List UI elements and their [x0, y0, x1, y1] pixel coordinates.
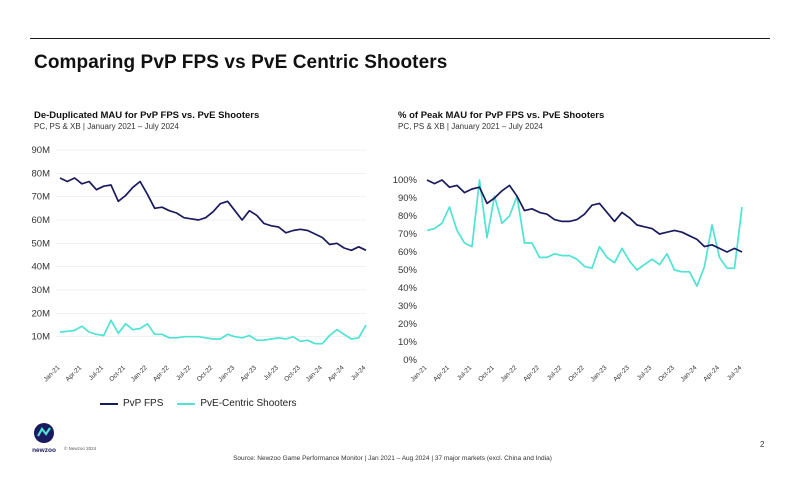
legend-item-pvp: PvP FPS	[100, 398, 163, 409]
y-tick-label: 30%	[398, 301, 418, 312]
y-tick-label: 70M	[32, 192, 51, 203]
y-tick-label: 0%	[403, 355, 417, 366]
y-tick-label: 70%	[398, 229, 418, 240]
logo-wordmark: newzoo	[32, 447, 56, 454]
y-tick-label: 40M	[32, 262, 51, 273]
y-tick-label: 60M	[32, 215, 51, 226]
legend-label-pve: PvE-Centric Shooters	[200, 398, 297, 409]
legend-swatch-pve	[177, 402, 196, 405]
right-chart-subtitle: PC, PS & XB | January 2021 – July 2024	[398, 122, 543, 131]
y-tick-label: 50M	[32, 238, 51, 249]
page-title: Comparing PvP FPS vs PvE Centric Shooter…	[34, 52, 448, 73]
y-tick-label: 40%	[398, 283, 418, 294]
x-tick-label: Jan-21	[409, 364, 428, 383]
y-tick-label: 90%	[398, 193, 418, 204]
x-tick-label: Jul-23	[636, 364, 654, 382]
left-chart-title: De-Duplicated MAU for PvP FPS vs. PvE Sh…	[34, 110, 260, 121]
chart-legend: PvP FPS PvE-Centric Shooters	[100, 398, 297, 409]
x-tick-label: Oct-21	[477, 364, 496, 383]
legend-item-pve: PvE-Centric Shooters	[177, 398, 297, 409]
page-number: 2	[760, 440, 765, 449]
y-tick-label: 80M	[32, 168, 51, 179]
y-tick-label: 100%	[393, 175, 418, 186]
legend-swatch-pvp	[100, 402, 118, 405]
y-tick-label: 60%	[398, 247, 418, 258]
x-tick-label: Jan-24	[679, 364, 698, 383]
x-tick-label: Jul-21	[456, 364, 474, 382]
x-tick-label: Apr-21	[432, 364, 451, 383]
x-tick-label: Jan-22	[499, 364, 518, 383]
x-tick-label: Oct-22	[567, 364, 586, 383]
x-tick-label: Apr-23	[612, 364, 631, 383]
right-chart-title: % of Peak MAU for PvP FPS vs. PvE Shoote…	[398, 110, 605, 121]
series-line-pvp	[59, 177, 367, 252]
newzoo-logo: newzoo	[32, 423, 56, 454]
x-tick-label: Jan-23	[589, 364, 608, 383]
y-tick-label: 80%	[398, 211, 418, 222]
y-tick-label: 20%	[398, 319, 418, 330]
y-tick-label: 10%	[398, 337, 418, 348]
x-tick-label: Jul-22	[546, 364, 564, 382]
x-tick-label: Oct-23	[657, 364, 676, 383]
legend-label-pvp: PvP FPS	[123, 398, 164, 409]
y-tick-label: 10M	[32, 332, 51, 343]
y-tick-label: 30M	[32, 285, 51, 296]
top-rule	[30, 38, 770, 39]
copyright: © Newzoo 2024	[64, 446, 97, 451]
y-tick-label: 20M	[32, 308, 51, 319]
footer-source: Source: Newzoo Game Performance Monitor …	[233, 455, 552, 462]
y-tick-label: 50%	[398, 265, 418, 276]
x-tick-label: Jul-24	[726, 364, 744, 382]
x-tick-label: Apr-22	[522, 364, 541, 383]
series-line-pve	[426, 179, 743, 288]
y-tick-label: 90M	[32, 145, 51, 156]
x-tick-label: Apr-24	[702, 364, 721, 383]
series-line-pve	[59, 319, 367, 345]
series-line-pvp	[426, 179, 743, 253]
left-chart-subtitle: PC, PS & XB | January 2021 – July 2024	[34, 122, 179, 131]
